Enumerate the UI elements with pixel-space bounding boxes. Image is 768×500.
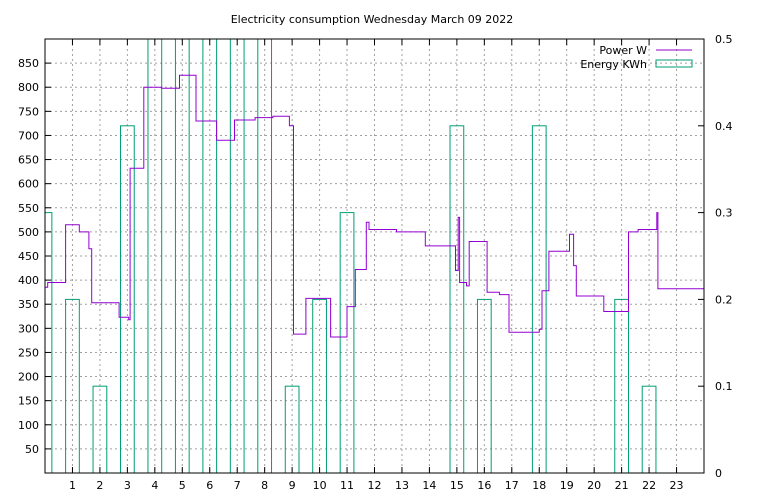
chart-title: Electricity consumption Wednesday March … <box>231 13 514 26</box>
x-tick-label: 2 <box>96 479 103 492</box>
energy-bar <box>120 125 135 473</box>
energy-bar <box>531 125 547 473</box>
y-left-tick-label: 600 <box>18 178 39 191</box>
x-tick-label: 11 <box>340 479 354 492</box>
y-right-tick-label: 0.3 <box>715 207 733 220</box>
y-left-tick-label: 300 <box>18 322 39 335</box>
y-right-tick-label: 0.1 <box>715 380 733 393</box>
x-tick-label: 12 <box>368 479 382 492</box>
energy-bars <box>45 39 657 473</box>
y-left-tick-label: 250 <box>18 346 39 359</box>
energy-bar <box>614 298 629 473</box>
y-left-tick-label: 400 <box>18 274 39 287</box>
x-tick-label: 4 <box>151 479 158 492</box>
y-left-tick-label: 150 <box>18 395 39 408</box>
x-tick-label: 8 <box>261 479 268 492</box>
x-tick-label: 15 <box>450 479 464 492</box>
y-right-tick-label: 0.5 <box>715 33 733 46</box>
x-tick-label: 13 <box>395 479 409 492</box>
y-left-tick-label: 500 <box>18 226 39 239</box>
legend-label-power: Power W <box>599 44 647 57</box>
y-left-tick-label: 850 <box>18 57 39 70</box>
energy-bar <box>476 298 492 473</box>
x-tick-label: 5 <box>179 479 186 492</box>
x-tick-label: 19 <box>560 479 574 492</box>
power-line-layer <box>45 74 704 338</box>
y-left-tick-label: 650 <box>18 154 39 167</box>
y-right-tick-label: 0.2 <box>715 293 733 306</box>
y-right-tick-label: 0.4 <box>715 120 733 133</box>
energy-bar <box>312 298 327 473</box>
x-tick-label: 21 <box>615 479 629 492</box>
energy-bar <box>641 385 657 473</box>
energy-bar <box>284 385 300 473</box>
energy-bar <box>257 39 273 473</box>
y-left-tick-label: 200 <box>18 371 39 384</box>
x-tick-label: 23 <box>670 479 684 492</box>
y-left-tick-label: 100 <box>18 419 39 432</box>
x-tick-label: 9 <box>289 479 296 492</box>
x-tick-label: 17 <box>505 479 519 492</box>
energy-bar <box>147 39 163 473</box>
axes: 1 2 3 4 5 6 7 8 9 10 11 12 13 14 15 16 17 18 19 20 21 22 23501… <box>18 33 733 492</box>
x-tick-label: 3 <box>124 479 131 492</box>
y-left-tick-label: 750 <box>18 105 39 118</box>
power-line <box>45 74 704 338</box>
energy-bar <box>65 298 80 473</box>
energy-bar <box>449 125 465 473</box>
x-tick-label: 14 <box>422 479 436 492</box>
x-tick-label: 18 <box>532 479 546 492</box>
energy-bar <box>92 385 108 473</box>
energy-bar <box>202 39 218 473</box>
x-tick-label: 1 <box>69 479 76 492</box>
grid <box>45 39 704 473</box>
energy-bar <box>339 212 355 473</box>
y-right-tick-label: 0 <box>715 467 722 480</box>
y-left-tick-label: 550 <box>18 202 39 215</box>
y-left-tick-label: 700 <box>18 129 39 142</box>
legend: Power W Energy KWh <box>580 44 693 71</box>
y-left-tick-label: 450 <box>18 250 39 263</box>
x-tick-label: 20 <box>587 479 601 492</box>
y-left-tick-label: 350 <box>18 298 39 311</box>
y-left-tick-label: 800 <box>18 81 39 94</box>
x-tick-label: 7 <box>234 479 241 492</box>
x-tick-label: 10 <box>313 479 327 492</box>
y-left-tick-label: 50 <box>25 443 39 456</box>
legend-label-energy: Energy KWh <box>580 58 647 71</box>
x-tick-label: 22 <box>642 479 656 492</box>
x-tick-label: 6 <box>206 479 213 492</box>
x-tick-label: 16 <box>477 479 491 492</box>
legend-swatch-energy <box>655 59 693 68</box>
